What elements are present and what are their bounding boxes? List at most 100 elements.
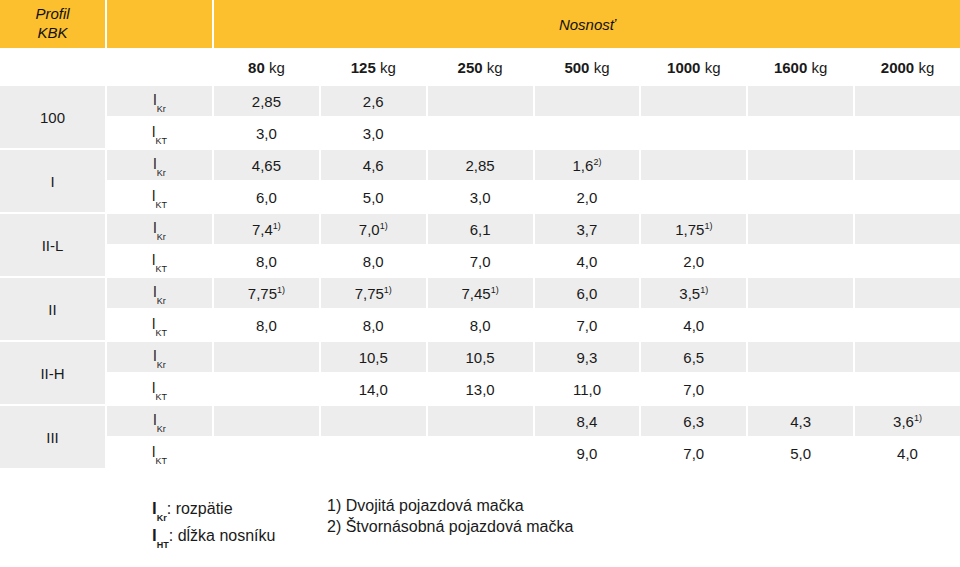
table-row-kt: lKT8,08,08,07,04,0	[0, 310, 960, 340]
value-cell: 8,4	[535, 406, 640, 436]
cell-value: 2,0	[577, 189, 598, 206]
value-cell	[641, 86, 746, 116]
value-cell: 1,62)	[535, 150, 640, 180]
title-row: Profil KBK Nosnosť	[0, 0, 960, 48]
value-cell	[214, 406, 319, 436]
value-cell	[641, 150, 746, 180]
value-cell: 4,0	[855, 438, 960, 468]
row-label-subscript: KT	[155, 392, 167, 402]
value-cell: 8,0	[214, 310, 319, 340]
footnote-marker: 1)	[380, 221, 388, 231]
cell-value: 7,0	[359, 221, 380, 238]
cell-value: 11,0	[573, 381, 601, 398]
table-row-kr: IlKr4,654,62,851,62)	[0, 150, 960, 180]
cell-value: 7,45	[462, 285, 491, 302]
cell-value: 5,0	[363, 189, 384, 206]
cell-value: 8,0	[363, 317, 384, 334]
row-label-kr: lKr	[107, 86, 212, 116]
legend: lKr: rozpätie lHT: dĺžka nosníku 1) Dvoj…	[152, 496, 960, 550]
table-row-kr: II-HlKr10,510,59,36,5	[0, 342, 960, 372]
cell-value: 14,0	[359, 381, 388, 398]
value-cell: 4,65	[214, 150, 319, 180]
value-cell: 8,0	[321, 246, 426, 276]
legend-notes: 1) Dvojitá pojazdová mačka 2) Štvornásob…	[327, 496, 573, 550]
value-cell: 7,751)	[321, 278, 426, 308]
footnote-marker: 1)	[704, 221, 712, 231]
profile-label: II-H	[0, 342, 105, 404]
row-label-subscript: Kr	[157, 424, 166, 434]
value-cell: 4,0	[641, 310, 746, 340]
capacity-header-row: 80 kg 125 kg 250 kg 500 kg 1000 kg 1600 …	[0, 50, 960, 84]
profile-label: III	[0, 406, 105, 468]
value-cell: 4,0	[535, 246, 640, 276]
cell-value: 3,0	[256, 125, 277, 142]
row-label-subscript: Kr	[157, 360, 166, 370]
cell-value: 7,75	[355, 285, 384, 302]
table-header: Profil KBK Nosnosť 80 kg 125 kg 250 kg 5…	[0, 0, 960, 84]
table-row-kt: lKT14,013,011,07,0	[0, 374, 960, 404]
value-cell: 6,3	[641, 406, 746, 436]
profil-line2: KBK	[37, 24, 67, 41]
cell-value: 6,1	[470, 221, 491, 238]
cell-value: 3,5	[679, 285, 700, 302]
value-cell	[641, 118, 746, 148]
value-cell	[748, 278, 853, 308]
value-cell: 7,01)	[321, 214, 426, 244]
capacity-table: Profil KBK Nosnosť 80 kg 125 kg 250 kg 5…	[0, 0, 960, 470]
value-cell	[748, 342, 853, 372]
table-row-kr: II-LlKr7,41)7,01)6,13,71,751)	[0, 214, 960, 244]
value-cell	[748, 214, 853, 244]
cell-value: 3,6	[893, 413, 914, 430]
value-cell: 6,5	[641, 342, 746, 372]
value-cell	[428, 86, 533, 116]
row-label-kt: lKT	[107, 182, 212, 212]
table-body: 100lKr2,852,6lKT3,03,0IlKr4,654,62,851,6…	[0, 86, 960, 468]
page-root: { "colors": { "header_orange": "#FCBF2E"…	[0, 0, 960, 567]
capacity-header-spacer	[0, 50, 105, 84]
row-label-kr: lKr	[107, 342, 212, 372]
value-cell: 3,0	[321, 118, 426, 148]
cell-value: 4,65	[252, 157, 281, 174]
footnote-2: 2) Štvornásobná pojazdová mačka	[327, 517, 573, 538]
value-cell: 7,451)	[428, 278, 533, 308]
value-cell	[748, 310, 853, 340]
value-cell	[641, 182, 746, 212]
value-cell	[748, 246, 853, 276]
cell-value: 9,0	[577, 445, 598, 462]
table-row-kt: lKT8,08,07,04,02,0	[0, 246, 960, 276]
value-cell	[855, 150, 960, 180]
footnote-marker: 1)	[273, 221, 281, 231]
row-label-kr: lKr	[107, 278, 212, 308]
value-cell: 4,3	[748, 406, 853, 436]
cell-value: 5,0	[790, 445, 811, 462]
profile-label: II	[0, 278, 105, 340]
cell-value: 4,6	[363, 157, 384, 174]
cell-value: 6,0	[577, 285, 598, 302]
value-cell	[855, 182, 960, 212]
cell-value: 13,0	[466, 381, 495, 398]
value-cell: 4,6	[321, 150, 426, 180]
value-cell: 9,3	[535, 342, 640, 372]
cell-value: 2,85	[252, 93, 281, 110]
row-label-kt: lKT	[107, 310, 212, 340]
cell-value: 4,0	[577, 253, 598, 270]
value-cell: 5,0	[321, 182, 426, 212]
cell-value: 7,75	[248, 285, 277, 302]
footnote-marker: 2)	[593, 157, 601, 167]
cell-value: 10,5	[466, 349, 495, 366]
capacity-header-125: 125 kg	[321, 50, 426, 84]
legend-symbols: lKr: rozpätie lHT: dĺžka nosníku	[152, 496, 327, 550]
value-cell: 3,51)	[641, 278, 746, 308]
cell-value: 4,3	[790, 413, 811, 430]
value-cell	[214, 438, 319, 468]
value-cell	[855, 118, 960, 148]
capacity-header-spacer	[107, 50, 212, 84]
value-cell: 7,0	[641, 438, 746, 468]
row-label-subscript: Kr	[157, 296, 166, 306]
header-spacer-cell	[107, 0, 212, 48]
value-cell	[855, 246, 960, 276]
value-cell: 13,0	[428, 374, 533, 404]
table-row-kr: IIlKr7,751)7,751)7,451)6,03,51)	[0, 278, 960, 308]
value-cell: 6,1	[428, 214, 533, 244]
value-cell: 2,0	[641, 246, 746, 276]
